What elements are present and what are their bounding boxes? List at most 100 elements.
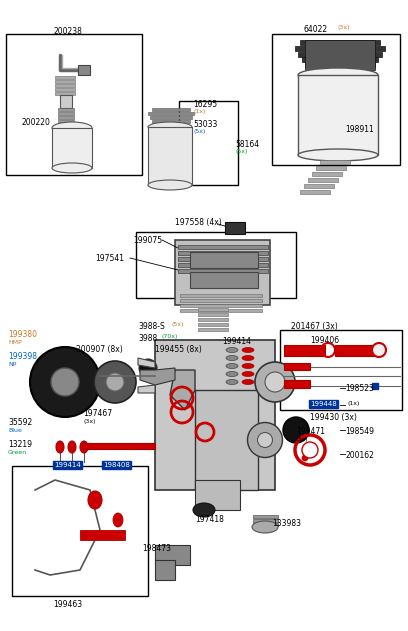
Ellipse shape xyxy=(80,441,88,453)
Ellipse shape xyxy=(265,372,285,392)
Bar xyxy=(180,294,262,297)
Text: 199414: 199414 xyxy=(54,462,81,468)
Text: 64022: 64022 xyxy=(303,25,327,34)
Bar xyxy=(320,160,350,164)
Text: 200220: 200220 xyxy=(22,118,51,127)
Ellipse shape xyxy=(257,432,273,447)
Text: 199075: 199075 xyxy=(133,236,162,245)
Text: (5x): (5x) xyxy=(193,129,205,134)
Ellipse shape xyxy=(88,491,102,509)
Text: 199380: 199380 xyxy=(8,330,37,339)
Text: 201467 (3x): 201467 (3x) xyxy=(291,322,338,331)
Bar xyxy=(304,184,334,188)
Bar xyxy=(55,88,75,91)
Ellipse shape xyxy=(226,355,238,360)
Bar xyxy=(80,530,125,540)
Ellipse shape xyxy=(302,455,308,461)
Text: 3988: 3988 xyxy=(138,334,157,343)
Bar xyxy=(198,323,228,326)
Bar xyxy=(60,95,72,108)
Bar xyxy=(316,166,346,170)
Ellipse shape xyxy=(94,361,136,403)
Ellipse shape xyxy=(193,503,215,517)
Text: (1x): (1x) xyxy=(193,109,205,114)
Bar xyxy=(58,120,74,123)
Bar xyxy=(55,80,75,83)
Bar xyxy=(155,340,275,490)
Bar xyxy=(300,190,330,194)
Text: (5x): (5x) xyxy=(172,322,184,327)
Ellipse shape xyxy=(148,180,192,190)
Text: 58164: 58164 xyxy=(235,140,259,149)
Bar xyxy=(308,178,338,182)
Ellipse shape xyxy=(242,355,254,360)
Bar xyxy=(198,318,228,321)
Bar xyxy=(198,313,228,316)
Bar xyxy=(136,232,296,298)
Text: 198549: 198549 xyxy=(345,427,374,436)
Bar xyxy=(300,40,380,45)
Ellipse shape xyxy=(68,441,76,453)
Polygon shape xyxy=(138,385,155,393)
Bar xyxy=(253,523,278,526)
Polygon shape xyxy=(138,358,155,368)
Bar xyxy=(335,345,375,356)
Ellipse shape xyxy=(302,442,318,458)
Text: 199471: 199471 xyxy=(296,427,325,436)
Ellipse shape xyxy=(226,348,238,353)
Text: 197467: 197467 xyxy=(83,409,112,418)
Ellipse shape xyxy=(248,423,282,457)
Ellipse shape xyxy=(226,379,238,384)
Bar xyxy=(195,480,240,510)
Text: 3988-S: 3988-S xyxy=(138,322,165,331)
Text: 198911: 198911 xyxy=(345,125,374,134)
Bar xyxy=(280,330,402,410)
Bar xyxy=(78,65,90,75)
Text: 200162: 200162 xyxy=(345,451,374,460)
Bar xyxy=(295,46,385,51)
Ellipse shape xyxy=(30,347,100,417)
Ellipse shape xyxy=(56,441,64,453)
Text: 199448: 199448 xyxy=(310,401,337,407)
Text: 199430 (3x): 199430 (3x) xyxy=(310,413,357,422)
Bar xyxy=(55,92,75,95)
Text: 199406: 199406 xyxy=(310,336,339,345)
Ellipse shape xyxy=(283,417,309,443)
Bar xyxy=(198,328,228,331)
Bar xyxy=(180,304,262,307)
Text: 197558 (4x): 197558 (4x) xyxy=(175,218,222,227)
Text: Green: Green xyxy=(8,450,27,455)
Text: 198408: 198408 xyxy=(103,462,130,468)
Bar xyxy=(272,34,400,165)
Ellipse shape xyxy=(242,372,254,377)
Text: NP: NP xyxy=(8,362,16,367)
Text: 13219: 13219 xyxy=(8,440,32,449)
Bar xyxy=(298,52,382,57)
Text: (3x): (3x) xyxy=(296,437,308,442)
Bar xyxy=(253,515,278,518)
Bar xyxy=(179,101,238,185)
Text: (3x): (3x) xyxy=(338,25,350,30)
Bar xyxy=(155,560,175,580)
Bar xyxy=(302,57,378,62)
Ellipse shape xyxy=(226,363,238,369)
Bar xyxy=(305,40,375,70)
Text: Blue: Blue xyxy=(8,428,22,433)
Ellipse shape xyxy=(298,68,378,82)
Text: 133983: 133983 xyxy=(272,519,301,528)
Bar xyxy=(180,309,262,312)
Text: 16295: 16295 xyxy=(193,100,217,109)
Bar xyxy=(6,34,142,175)
Text: 197541: 197541 xyxy=(95,254,124,263)
Text: (5x): (5x) xyxy=(235,149,247,154)
Bar xyxy=(152,120,190,123)
Bar xyxy=(12,466,148,596)
Bar xyxy=(225,222,245,234)
Text: 35592: 35592 xyxy=(8,418,32,427)
Ellipse shape xyxy=(148,122,192,132)
Ellipse shape xyxy=(106,373,124,391)
Ellipse shape xyxy=(51,368,79,396)
Bar xyxy=(150,116,192,119)
Bar xyxy=(284,345,325,356)
Ellipse shape xyxy=(226,372,238,377)
